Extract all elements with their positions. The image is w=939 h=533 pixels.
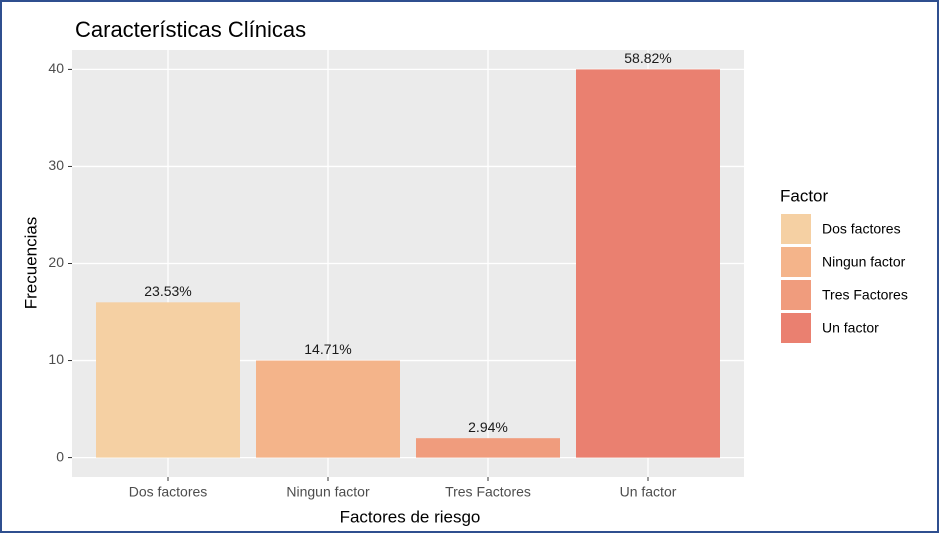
legend-title: Factor <box>780 186 829 205</box>
legend-label: Ningun factor <box>822 254 906 270</box>
x-tick-label: Dos factores <box>129 484 208 500</box>
bar <box>576 69 720 458</box>
legend-label: Un factor <box>822 320 879 336</box>
x-tick-label: Ningun factor <box>286 484 370 500</box>
y-tick-label: 10 <box>48 351 64 367</box>
x-tick-label: Un factor <box>620 484 677 500</box>
bar <box>416 438 560 458</box>
y-axis-label: Frecuencias <box>21 217 40 310</box>
x-tick-label: Tres Factores <box>445 484 531 500</box>
bar <box>256 360 400 458</box>
bar-annotation: 58.82% <box>624 50 671 66</box>
y-tick-label: 30 <box>48 157 64 173</box>
bar <box>96 302 240 458</box>
bar-annotation: 23.53% <box>144 283 191 299</box>
legend-label: Dos factores <box>822 221 901 237</box>
legend-label: Tres Factores <box>822 287 908 303</box>
x-axis-label: Factores de riesgo <box>340 507 481 526</box>
legend-key <box>781 247 811 277</box>
bar-annotation: 14.71% <box>304 341 351 357</box>
y-tick-label: 40 <box>48 60 64 76</box>
bar-annotation: 2.94% <box>468 419 508 435</box>
y-tick-label: 20 <box>48 254 64 270</box>
legend-key <box>781 313 811 343</box>
y-tick-label: 0 <box>56 448 64 464</box>
chart-title: Características Clínicas <box>75 17 306 42</box>
legend-key <box>781 280 811 310</box>
legend-key <box>781 214 811 244</box>
